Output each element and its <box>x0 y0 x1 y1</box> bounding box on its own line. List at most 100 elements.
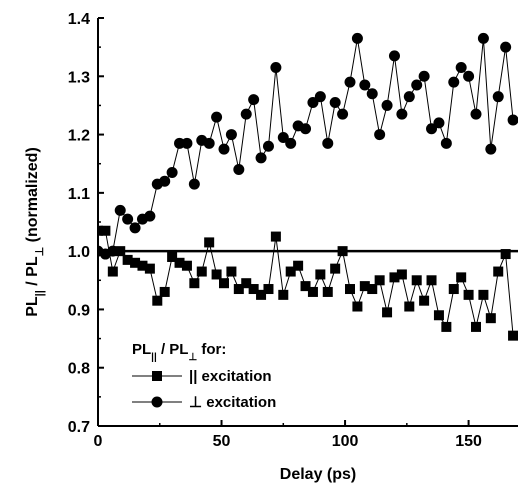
data-point-circle <box>337 108 349 120</box>
y-tick-label: 1.0 <box>68 244 90 261</box>
data-point-circle <box>374 129 386 141</box>
data-point-square <box>137 260 148 271</box>
data-point-circle <box>433 117 445 129</box>
data-point-square <box>456 272 467 283</box>
data-point-square <box>493 266 504 277</box>
data-point-square <box>352 301 363 312</box>
data-point-circle <box>500 41 512 53</box>
data-point-circle <box>300 123 312 135</box>
y-tick-label: 1.3 <box>68 69 90 86</box>
data-point-circle <box>388 50 400 62</box>
data-point-square <box>374 275 385 286</box>
data-point-square <box>463 289 474 300</box>
x-tick-label: 50 <box>213 433 231 450</box>
legend-marker-square <box>152 371 162 381</box>
data-point-square <box>285 266 296 277</box>
data-point-circle <box>359 79 371 91</box>
data-point-circle <box>277 131 289 143</box>
data-point-square <box>263 284 274 295</box>
data-point-square <box>248 284 259 295</box>
data-point-square <box>382 307 393 318</box>
data-point-square <box>478 289 489 300</box>
data-point-square <box>189 278 200 289</box>
data-point-square <box>330 263 341 274</box>
data-point-square <box>485 313 496 324</box>
data-point-square <box>219 278 229 289</box>
data-point-square <box>256 289 267 300</box>
data-point-square <box>345 284 355 295</box>
legend-entry-label: || excitation <box>189 368 272 385</box>
data-point-square <box>389 272 400 283</box>
data-point-square <box>130 257 141 268</box>
data-point-square <box>167 251 178 262</box>
data-point-square <box>404 301 415 312</box>
data-point-circle <box>485 143 497 155</box>
data-point-circle <box>188 178 200 190</box>
label-layer: 0.7 0.8 0.9 1.0 1.1 1.2 1.3 1.4 0 50 100 150 Delay (… <box>24 11 482 483</box>
legend: PL|| / PL⊥ for: || excitation ⊥ excitation <box>132 341 276 411</box>
data-point-square <box>322 286 333 297</box>
data-point-circle <box>440 137 452 149</box>
x-axis-title: Delay (ps) <box>280 466 356 483</box>
data-point-circle <box>329 97 341 109</box>
data-point-circle <box>203 137 215 149</box>
data-point-square <box>293 260 304 271</box>
data-point-square <box>144 263 155 274</box>
y-axis-title: PL|| / PL⊥ (normalized) <box>24 147 46 317</box>
legend-entry-label: ⊥ excitation <box>189 394 276 411</box>
data-point-circle <box>218 143 230 155</box>
data-point-square <box>241 278 252 289</box>
data-point-circle <box>122 213 134 225</box>
data-point-square <box>226 266 237 277</box>
data-point-circle <box>314 91 326 103</box>
data-point-square <box>122 254 133 265</box>
data-point-square <box>419 295 430 306</box>
data-point-square <box>433 310 444 321</box>
data-point-square <box>471 321 481 332</box>
series-layer <box>98 32 518 341</box>
data-point-circle <box>396 108 408 120</box>
data-point-circle <box>240 108 252 120</box>
data-point-square <box>411 275 422 286</box>
data-point-circle <box>463 70 475 82</box>
legend-marker-circle <box>151 396 163 408</box>
data-point-square <box>181 260 192 271</box>
y-tick-label: 1.4 <box>68 11 90 28</box>
data-point-square <box>152 295 163 306</box>
data-point-circle <box>107 245 119 257</box>
data-point-circle <box>455 62 467 74</box>
data-point-circle <box>129 222 141 234</box>
data-point-circle <box>366 88 378 100</box>
data-point-square <box>508 330 518 341</box>
data-point-circle <box>344 76 356 88</box>
data-point-circle <box>411 79 423 91</box>
data-point-square <box>174 257 185 268</box>
data-point-square <box>107 266 118 277</box>
data-point-circle <box>181 137 193 149</box>
data-point-circle <box>448 76 460 88</box>
data-point-square <box>233 284 244 295</box>
y-tick-label: 1.1 <box>68 186 90 203</box>
data-point-circle <box>211 111 223 123</box>
data-point-square <box>359 281 370 292</box>
data-point-square <box>300 281 311 292</box>
x-tick-label: 150 <box>455 433 482 450</box>
data-point-circle <box>492 91 504 103</box>
data-point-circle <box>225 129 237 141</box>
data-point-circle <box>381 99 393 111</box>
data-point-square <box>500 249 511 260</box>
data-point-square <box>278 289 289 300</box>
y-tick-label: 0.9 <box>68 302 90 319</box>
data-point-circle <box>477 32 489 44</box>
data-point-square <box>426 275 437 286</box>
data-point-circle <box>285 137 297 149</box>
data-point-circle <box>114 204 126 216</box>
data-point-circle <box>307 97 319 109</box>
data-point-square <box>441 321 452 332</box>
x-tick-label: 0 <box>94 433 103 450</box>
data-point-circle <box>507 114 518 126</box>
data-point-square <box>270 231 281 242</box>
data-point-square <box>367 284 378 295</box>
data-point-square <box>337 246 348 257</box>
